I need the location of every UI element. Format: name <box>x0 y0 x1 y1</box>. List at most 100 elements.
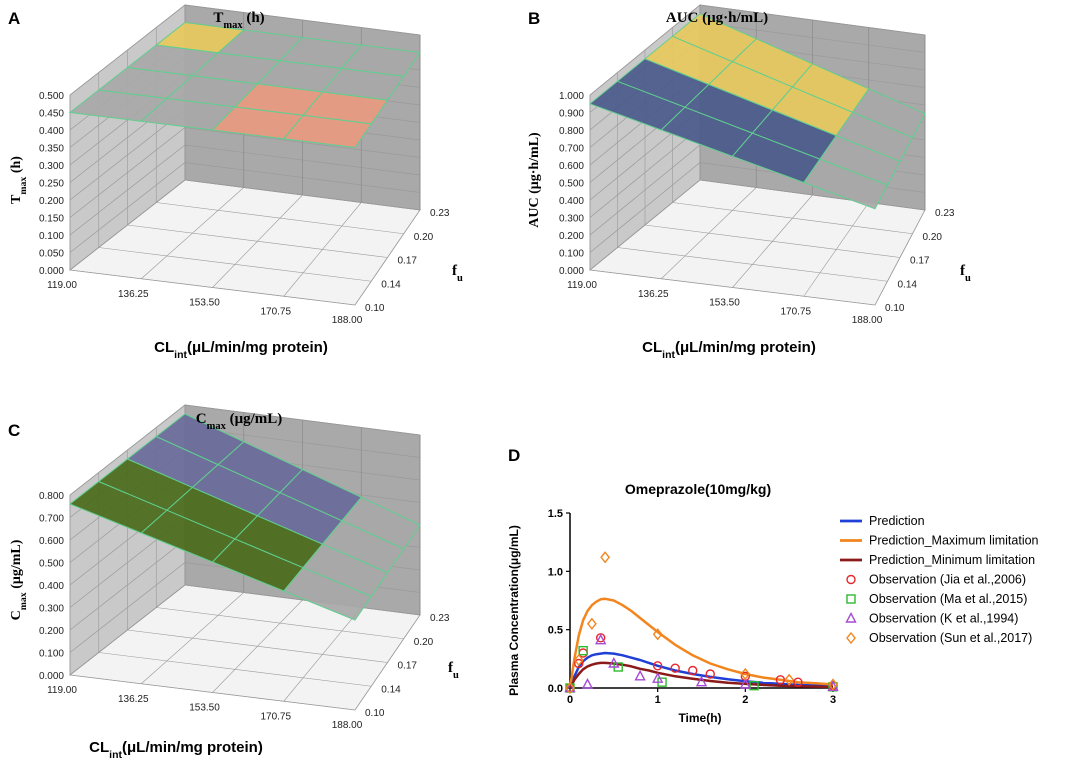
x-axis-label-xlabel_sub: int <box>174 349 187 361</box>
z-tick-label: 0.500 <box>559 179 584 190</box>
chart-title-title_sub: max <box>207 421 227 432</box>
y-floor-gridline <box>184 179 421 211</box>
legend-swatch <box>846 631 856 645</box>
legend-swatch <box>846 574 856 585</box>
x-tick-label: 136.25 <box>638 289 669 300</box>
z-axis-label-zlabel_main: T <box>9 194 24 204</box>
z-tick-label: 0.450 <box>39 109 64 120</box>
x-axis-label: CLint(μL/min/mg protein) <box>642 339 816 361</box>
z-tick-label: 0.800 <box>39 491 64 502</box>
y-tick-label: 0.10 <box>365 708 385 719</box>
x-axis-label-xlabel_main: CL <box>642 339 662 356</box>
z-tick-label: 0.200 <box>39 196 64 207</box>
z-tick-label: 0.900 <box>559 109 584 120</box>
data-point <box>652 628 663 641</box>
y-floor-gridline <box>127 629 388 663</box>
y-axis-label-ylabel_sub: u <box>457 273 463 284</box>
data-point <box>652 672 664 683</box>
y-axis-label: fu <box>452 263 463 284</box>
y-axis-label-ylabel_main: f <box>960 263 966 279</box>
chart-title: AUC (μg·h/mL) <box>666 10 768 26</box>
y-floor-gridline <box>69 269 356 306</box>
chart-title: Omeprazole(10mg/kg) <box>625 481 771 497</box>
z-tick-label: 0.100 <box>559 249 584 260</box>
x-tick-label: 1 <box>655 694 661 706</box>
x-tick-label: 2 <box>742 694 748 706</box>
y-tick-label: 0.0 <box>548 683 563 695</box>
data-point <box>695 675 708 687</box>
z-tick-label: 0.100 <box>39 231 64 242</box>
series-6 <box>565 551 838 695</box>
y-tick-label: 0.23 <box>935 208 955 219</box>
data-point <box>595 633 607 645</box>
data-point <box>749 680 759 691</box>
z-tick-label: 0.700 <box>559 144 584 155</box>
series-line <box>568 661 834 689</box>
series-line <box>568 597 834 689</box>
y-axis-label: fu <box>960 263 971 284</box>
legend-label: Observation (Sun et al.,2017) <box>869 631 1032 645</box>
z-tick-label: 0.000 <box>39 266 64 277</box>
panel-a: 0.000 0.050 0.100 0.150 0.200 0.250 0.300 0.350… <box>8 4 463 361</box>
y-floor-gridline <box>589 269 876 306</box>
y-tick-label: 0.20 <box>414 637 434 648</box>
y-floor-gridline <box>98 247 372 282</box>
z-tick-label: 0.000 <box>39 671 64 682</box>
data-point <box>670 663 680 673</box>
z-tick-label: 0.400 <box>39 581 64 592</box>
legend-label: Prediction_Maximum limitation <box>869 534 1039 548</box>
panel-letter: D <box>508 446 520 465</box>
surface-cell <box>340 44 421 77</box>
y-floor-gridline <box>617 247 888 282</box>
panel-c: 0.000 0.100 0.200 0.300 0.400 0.500 0.600 0.700… <box>8 404 459 761</box>
data-point <box>688 665 698 676</box>
data-point <box>587 617 597 630</box>
y-tick-label: 0.20 <box>414 232 434 243</box>
surface-cell <box>851 88 926 139</box>
z-tick-label: 0.400 <box>39 126 64 137</box>
x-axis-label: CLint(μL/min/mg protein) <box>154 339 328 361</box>
surface <box>589 13 926 210</box>
x-tick-label: 188.00 <box>332 720 363 731</box>
y-floor-gridline <box>184 584 421 616</box>
y-tick-label: 0.5 <box>548 625 563 637</box>
data-point <box>739 678 751 689</box>
panel-letter: C <box>8 421 20 440</box>
x-tick-label: 119.00 <box>47 280 77 291</box>
x-tick-label: 119.00 <box>47 685 77 696</box>
x-tick-label: 0 <box>567 694 573 706</box>
y-axis-label-ylabel_sub: u <box>965 273 971 284</box>
y-tick-label: 0.23 <box>430 208 450 219</box>
series-0 <box>568 651 834 689</box>
z-tick-label: 0.200 <box>559 231 584 242</box>
data-point <box>784 673 795 686</box>
surface <box>69 413 421 621</box>
y-axis-label-ylabel_main: f <box>448 660 454 676</box>
y-tick-label: 0.17 <box>910 256 930 267</box>
x-tick-label: 188.00 <box>332 315 363 326</box>
z-tick-label: 0.500 <box>39 91 64 102</box>
z-axis-label-zlabel_main: AUC (μg·h/mL) <box>527 132 542 228</box>
y-tick-label: 0.14 <box>381 279 401 290</box>
data-point <box>578 648 588 658</box>
y-tick-label: 0.10 <box>885 303 905 314</box>
y-tick-label: 0.17 <box>398 256 418 267</box>
z-axis-label-zlabel_sub: max <box>18 177 29 195</box>
y-tick-label: 0.23 <box>430 613 450 624</box>
x-tick-label: 136.25 <box>118 289 149 300</box>
z-axis-label: Cmax (μg/mL) <box>9 539 29 620</box>
legend: Prediction Prediction_Maximum limitation P… <box>840 514 1039 645</box>
z-axis-label-zlabel_unit: (μg/mL) <box>9 539 24 592</box>
x-tick-label: 136.25 <box>118 694 149 705</box>
chart-title-title_main: T <box>213 10 223 26</box>
series-line <box>568 651 834 689</box>
x-axis-label-xlabel_main: CL <box>154 339 174 356</box>
data-point <box>581 678 594 689</box>
y-tick-label: 0.20 <box>923 232 943 243</box>
data-point <box>578 645 588 656</box>
z-axis-label-zlabel_main: C <box>9 610 24 620</box>
z-tick-label: 0.600 <box>559 161 584 172</box>
data-point <box>705 669 715 679</box>
chart-title-title_sub: max <box>223 20 243 31</box>
